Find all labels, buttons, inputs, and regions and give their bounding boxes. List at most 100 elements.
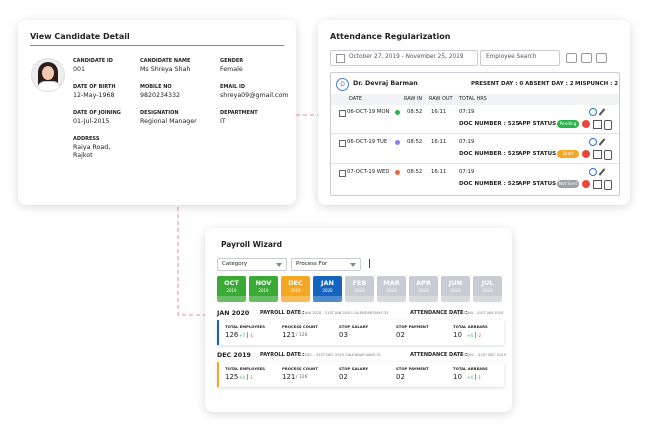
filter-icon[interactable] [566, 53, 577, 63]
raw-out: 16:11 [431, 109, 447, 115]
dropdown[interactable]: Process For [291, 258, 361, 271]
folder-icon[interactable] [581, 53, 592, 63]
field-label: CANDIDATE NAME [140, 58, 191, 64]
checkbox[interactable] [339, 140, 346, 147]
stat-value: 126 [225, 331, 239, 339]
dropdown-text: Category [222, 261, 248, 267]
stats-box: TOTAL EMPLOYEES 125 +4 -1 PROCESS COUNT 121/ … [217, 362, 504, 387]
month-tile[interactable]: OCT 2019 [217, 276, 246, 302]
raw-out: 16:11 [431, 169, 447, 175]
month-strip [409, 296, 438, 302]
field-value: Female [220, 66, 243, 73]
field-label: ADDRESS [73, 136, 100, 142]
month-tile[interactable]: APR 2020 [409, 276, 438, 302]
edit-icon[interactable] [598, 138, 606, 146]
column-header: DATE [349, 96, 363, 102]
attendance-date: 1ST DEC - 31ST DEC 2019 [459, 352, 507, 357]
note-icon[interactable] [593, 120, 602, 129]
month-year: 2020 [322, 288, 333, 293]
payroll-date: 1ST DEC - 31ST DEC 2019 CALENDAR DAYS 31 [297, 352, 382, 357]
body [37, 81, 61, 91]
stat-value: 03 [339, 331, 348, 339]
month-name: OCT [224, 279, 239, 287]
total-hrs: 07:19 [459, 139, 475, 145]
field-value: Raiya Road, Rajkot [73, 144, 111, 159]
doc-number: DOC NUMBER : 525 [459, 121, 520, 127]
month-strip [281, 296, 310, 302]
raw-in: 08:52 [407, 169, 423, 175]
month-tile[interactable]: NOV 2019 [249, 276, 278, 302]
photo [31, 58, 65, 92]
total-hrs: 07:19 [459, 169, 475, 175]
raw-out: 16:11 [431, 139, 447, 145]
hand-icon[interactable] [604, 120, 612, 130]
stat-minus: -2 [477, 333, 481, 338]
month-strip [345, 296, 374, 302]
field-value: 9820234332 [140, 92, 181, 99]
edit-icon[interactable] [598, 108, 606, 116]
month-tile[interactable]: MAR 2020 [377, 276, 406, 302]
month-tile[interactable]: JUL 2020 [473, 276, 502, 302]
status-dot [395, 170, 400, 175]
stat-label: TOTAL EMPLOYEES [225, 366, 265, 371]
stat-label: TOTAL ARREARS [453, 366, 488, 371]
field-label: DATE OF JOINING [73, 110, 121, 116]
stat-sep [247, 332, 248, 338]
print-icon[interactable] [596, 53, 607, 63]
stat-label: STOP SALARY [339, 366, 369, 371]
stat-sep [475, 332, 476, 338]
checkbox[interactable] [339, 110, 346, 117]
month-year: 2020 [482, 288, 493, 293]
month-year: 2019 [226, 288, 237, 293]
stat-label: STOP SALARY [339, 324, 369, 329]
info-icon[interactable] [589, 108, 597, 116]
field-label: GENDER [220, 58, 244, 64]
stat-label: STOP PAYMENT [396, 324, 429, 329]
hand-icon[interactable] [604, 180, 612, 190]
field-value: 01-Jul-2015 [73, 118, 110, 125]
stat-label: TOTAL EMPLOYEES [225, 324, 265, 329]
stat-value: 10 [453, 373, 462, 381]
info-icon[interactable] [589, 138, 597, 146]
field-label: DESIGNATION [140, 110, 179, 116]
header-bar [331, 94, 619, 105]
checkbox[interactable] [339, 170, 346, 177]
hand-icon[interactable] [604, 150, 612, 160]
reject-icon[interactable] [582, 150, 590, 158]
month-strip [313, 296, 342, 302]
month-strip [217, 296, 246, 302]
month-tile[interactable]: JAN 2020 [313, 276, 342, 302]
avatar: D [336, 78, 349, 91]
column-header: RAW OUT [429, 96, 453, 102]
column-header: RAW IN [404, 96, 423, 102]
payroll-label: PAYROLL DATE : [260, 310, 305, 316]
edit-icon[interactable] [598, 168, 606, 176]
stat-value: 121 [282, 331, 296, 339]
employee-search[interactable]: Employee Search [480, 50, 560, 66]
status-dot [395, 110, 400, 115]
month-tile[interactable]: DEC 2019 [281, 276, 310, 302]
note-icon[interactable] [593, 150, 602, 159]
stat-sep [247, 374, 248, 380]
stat-value: 121 [282, 373, 296, 381]
note-icon[interactable] [593, 180, 602, 189]
month-tile[interactable]: JUN 2020 [441, 276, 470, 302]
field-value: shreya09@gmail.com [220, 92, 289, 99]
reject-icon[interactable] [582, 180, 590, 188]
field-label: DATE OF BIRTH [73, 84, 116, 90]
row-divider [331, 133, 619, 134]
month-year: 2019 [290, 288, 301, 293]
stat-value: 02 [396, 331, 405, 339]
date-range[interactable]: October 27, 2019 - November 25, 2019 [330, 50, 478, 66]
stat-plus: +4 [467, 375, 473, 380]
info-icon[interactable] [589, 168, 597, 176]
reject-icon[interactable] [582, 120, 590, 128]
payroll-date: 1ST JAN 2020 - 31ST JAN 2020 CALENDAR DA… [297, 310, 389, 315]
raw-in: 08:52 [407, 139, 423, 145]
dropdown[interactable]: Category [217, 258, 287, 271]
stat-label: PROCESS COUNT [282, 366, 318, 371]
card-title: Attendance Regularization [330, 32, 451, 41]
month-year: 2019 [258, 288, 269, 293]
month-tile[interactable]: FEB 2020 [345, 276, 374, 302]
calendar-icon [336, 54, 345, 63]
